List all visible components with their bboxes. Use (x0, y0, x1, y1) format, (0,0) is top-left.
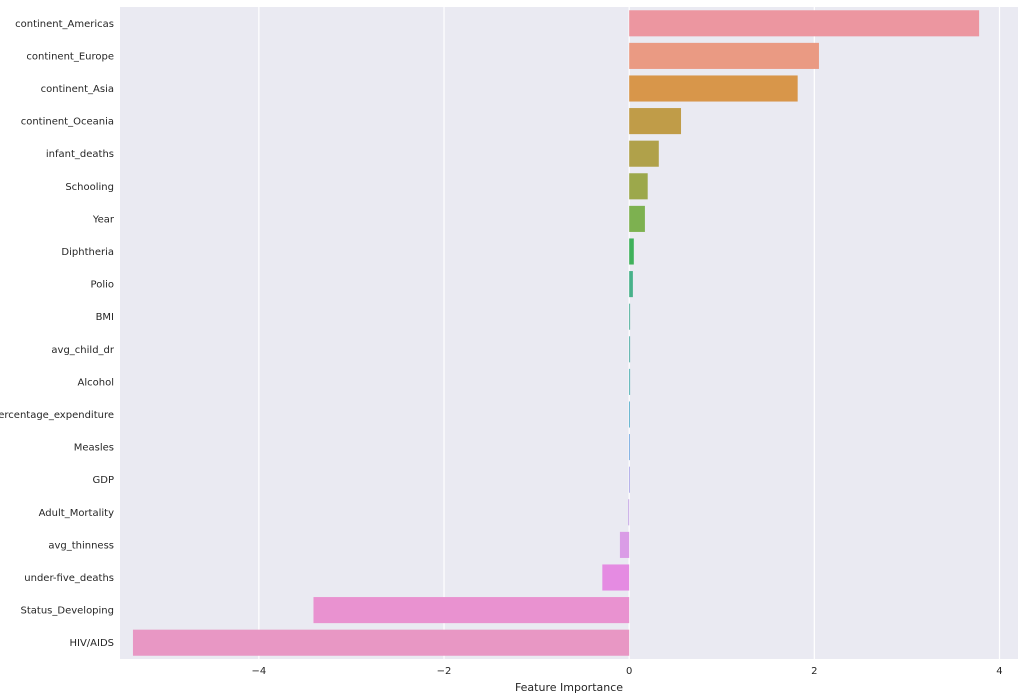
x-tick-labels: −4 −2 0 2 4 (251, 666, 1002, 677)
category-label: Polio (91, 280, 114, 291)
bar-continent-oceania (629, 108, 682, 135)
bar-diphtheria (629, 238, 634, 265)
category-label: Status_Developing (21, 606, 115, 617)
bar-measles (629, 434, 630, 461)
bar-gdp (629, 466, 630, 493)
bars (132, 10, 980, 656)
bar-polio (629, 271, 633, 298)
bar-continent-europe (629, 42, 819, 69)
bar-alcohol (629, 368, 631, 395)
category-label: Adult_Mortality (39, 508, 114, 519)
category-label: percentage_expenditure (0, 410, 114, 421)
bar-continent-americas (629, 10, 980, 37)
x-tick-label: −4 (251, 666, 266, 677)
category-label: Schooling (65, 182, 114, 193)
category-label: BMI (96, 312, 114, 323)
category-label: GDP (93, 475, 114, 486)
x-tick-label: 0 (626, 666, 632, 677)
bar-avg-thinness (619, 531, 630, 558)
category-label: continent_Americas (15, 19, 114, 30)
bar-status-developing (313, 597, 630, 624)
category-label: avg_thinness (48, 540, 114, 551)
bar-under-five-deaths (602, 564, 630, 591)
category-label: Alcohol (78, 377, 114, 388)
category-label: Year (92, 214, 115, 225)
bar-infant-deaths (629, 140, 659, 167)
x-tick-label: 2 (811, 666, 817, 677)
bar-bmi (629, 303, 631, 330)
category-label: Diphtheria (61, 247, 114, 258)
bar-percentage-expenditure (629, 401, 630, 428)
bar-hiv-aids (132, 629, 630, 656)
category-label: continent_Oceania (21, 117, 114, 128)
category-label: Measles (74, 443, 114, 454)
category-label: avg_child_dr (51, 345, 114, 356)
bar-adult-mortality (628, 499, 630, 526)
bar-schooling (629, 173, 648, 200)
bar-year (629, 205, 645, 232)
plot-background (120, 7, 1018, 659)
category-label: HIV/AIDS (69, 638, 114, 649)
category-labels: continent_Americas continent_Europecontin… (0, 19, 115, 649)
x-axis-title: Feature Importance (515, 681, 623, 694)
category-label: under-five_deaths (24, 573, 114, 584)
category-label: infant_deaths (46, 149, 114, 160)
category-label: continent_Asia (41, 84, 114, 95)
category-label: continent_Europe (26, 51, 114, 62)
bar-avg-child-dr (629, 336, 631, 363)
bar-continent-asia (629, 75, 798, 102)
x-tick-label: 4 (996, 666, 1002, 677)
x-tick-label: −2 (437, 666, 452, 677)
